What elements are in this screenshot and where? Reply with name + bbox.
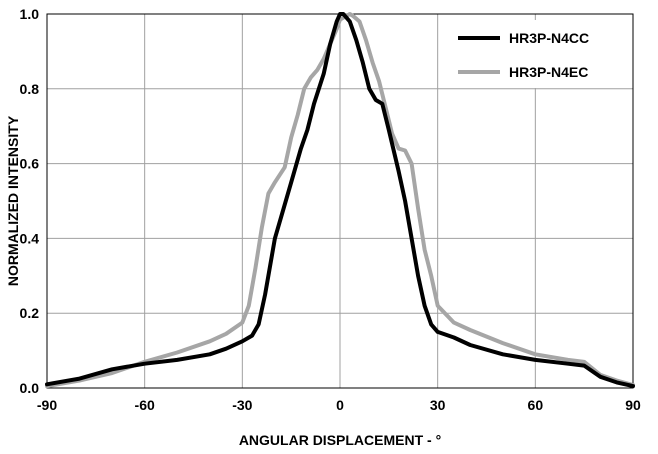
series-line-hr3p-n4cc	[45, 12, 635, 389]
y-axis-ticks: 0.0 0.2 0.4 0.6 0.8 1.0	[20, 6, 40, 396]
y-tick-label: 0.6	[20, 156, 40, 172]
y-axis-title: NORMALIZED INTENSITY	[5, 115, 21, 286]
legend-label-hr3p-n4ec: HR3P-N4EC	[509, 64, 588, 80]
x-tick-label: 0	[336, 397, 344, 413]
y-tick-label: 0.2	[20, 305, 40, 321]
x-tick-label: 30	[430, 397, 446, 413]
x-tick-label: -30	[232, 397, 252, 413]
x-axis-title: ANGULAR DISPLACEMENT - °	[239, 432, 441, 448]
y-tick-label: 1.0	[20, 6, 40, 22]
y-tick-label: 0.8	[20, 81, 40, 97]
legend-label-hr3p-n4cc: HR3P-N4CC	[509, 30, 589, 46]
legend-background	[447, 20, 632, 88]
y-tick-label: 0.4	[20, 230, 40, 246]
legend: HR3P-N4CC HR3P-N4EC	[447, 20, 632, 88]
series-layer	[45, 12, 635, 389]
x-axis-ticks: -90 -60 -30 0 30 60 90	[37, 397, 641, 413]
x-tick-label: -60	[135, 397, 155, 413]
x-tick-label: 60	[528, 397, 544, 413]
x-tick-label: 90	[625, 397, 641, 413]
series-line-hr3p-n4ec	[45, 12, 635, 389]
y-tick-label: 0.0	[20, 380, 40, 396]
x-tick-label: -90	[37, 397, 57, 413]
